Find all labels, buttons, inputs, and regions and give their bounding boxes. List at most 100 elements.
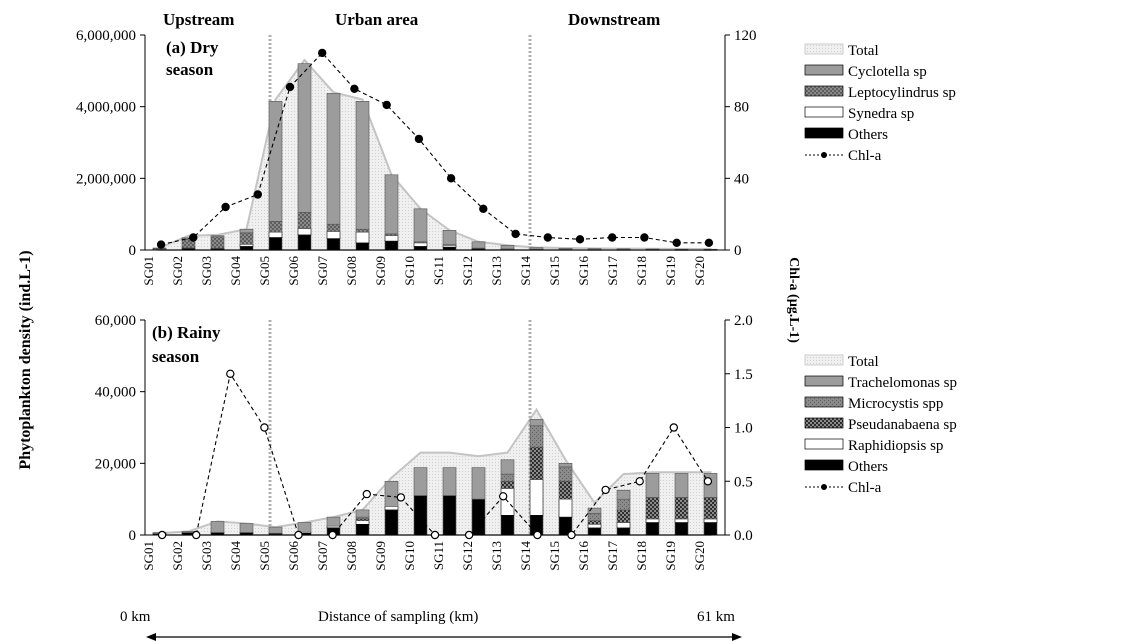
bar-others-sg11 <box>442 495 457 536</box>
bar-cyclotella-sp-sg05 <box>268 101 283 222</box>
bar-leptocylindrus-sp-sg05 <box>268 221 283 233</box>
bar-cyclotella-sp-sg06 <box>297 63 312 213</box>
chl-a-point <box>669 423 679 432</box>
bar-trachelomonas-sp-sg11 <box>442 467 457 496</box>
chl-a-point <box>601 485 610 495</box>
bar-pseudanabaena-sp-sg17 <box>616 509 631 523</box>
bar-cyclotella-sp-sg09 <box>384 174 399 235</box>
bar-pseudanabaena-sp-sg20 <box>703 497 718 520</box>
x-tick-label-sg14: SG14 <box>518 256 533 286</box>
chl-a-point <box>260 423 269 432</box>
x-tick-label-sg19: SG19 <box>663 541 678 571</box>
bar-cyclotella-sp-sg08 <box>355 101 370 230</box>
x-tick-label-sg09: SG09 <box>373 256 388 286</box>
bar-others-sg09 <box>384 509 399 536</box>
y-left-tick-label: 40,000 <box>95 385 136 401</box>
chl-a-point <box>157 530 167 540</box>
chl-a-point <box>703 477 713 486</box>
dry-season-panel: 0 2,000,000 4,000,000 6,000,000 0 40 80 120 SG01… <box>76 28 956 286</box>
legend-swatch <box>804 354 844 366</box>
chl-a-point <box>362 489 371 499</box>
chl-a-point <box>430 530 440 540</box>
legend-item-others: Others <box>804 459 888 475</box>
bar-leptocylindrus-sp-sg07 <box>326 223 341 232</box>
panel-title: (a) Dry <box>166 38 219 57</box>
bar-others-sg07 <box>326 238 341 251</box>
bar-raphidiopsis-sp-sg19 <box>674 518 689 523</box>
x-tick-label-sg18: SG18 <box>634 541 649 571</box>
bar-raphidiopsis-sp-sg14 <box>529 479 544 516</box>
chl-a-point <box>285 82 295 92</box>
bar-raphidiopsis-sp-sg18 <box>645 518 660 523</box>
bar-others-sg19 <box>674 522 689 536</box>
y-right-tick-label: 0 <box>734 243 742 259</box>
legend-swatch <box>804 396 844 408</box>
bar-trachelomonas-sp-sg06 <box>297 522 312 533</box>
distance-start-label: 0 km <box>120 609 151 625</box>
legend-label: Others <box>848 127 888 143</box>
y-left-tick-label: 0 <box>129 528 137 544</box>
chl-a-point <box>446 174 456 183</box>
y-right-tick-label: 1.0 <box>734 421 753 437</box>
x-tick-label-sg18: SG18 <box>634 256 649 286</box>
chl-a-point <box>704 238 714 247</box>
x-tick-label-sg08: SG08 <box>344 256 359 286</box>
x-tick-label-sg05: SG05 <box>257 541 272 571</box>
chl-a-point <box>533 530 542 540</box>
legend-item-total: Total <box>804 354 879 370</box>
bar-pseudanabaena-sp-sg13 <box>500 480 515 489</box>
x-tick-label-sg11: SG11 <box>431 256 446 285</box>
y-right-tick-label: 120 <box>734 28 757 44</box>
legend-label: Chl-a <box>848 480 882 496</box>
region-label-urban: Urban area <box>335 10 419 29</box>
y-left-tick-label: 6,000,000 <box>76 28 136 44</box>
chl-a-point <box>221 202 230 212</box>
legend-label: Pseudanabaena sp <box>848 417 957 433</box>
y-left-axis-title: Phytoplankton density (ind.L-1) <box>17 250 34 469</box>
bar-pseudanabaena-sp-sg16 <box>587 520 602 525</box>
legend-swatch <box>804 85 844 97</box>
legend-label: Chl-a <box>848 148 882 164</box>
legend-item-pseudanabaena-sp: Pseudanabaena sp <box>804 417 957 433</box>
y-right-tick-label: 40 <box>734 171 749 187</box>
y-right-tick-label: 0.0 <box>734 528 753 544</box>
x-tick-label-sg13: SG13 <box>489 541 504 571</box>
x-tick-label-sg03: SG03 <box>199 541 214 571</box>
bar-cyclotella-sp-sg10 <box>413 208 428 243</box>
legend-label: Microcystis spp <box>848 396 943 412</box>
x-tick-label-sg02: SG02 <box>170 541 185 571</box>
x-tick-label-sg06: SG06 <box>286 541 301 571</box>
bar-cyclotella-sp-sg04 <box>239 228 254 234</box>
bar-synedra-sp-sg08 <box>355 231 370 244</box>
chl-a-point <box>567 530 576 540</box>
chl-a-point <box>543 233 553 242</box>
bar-raphidiopsis-sp-sg15 <box>558 498 573 518</box>
y-left-tick-label: 0 <box>129 243 137 259</box>
bar-cyclotella-sp-sg13 <box>500 245 515 250</box>
bar-trachelomonas-sp-sg20 <box>703 473 718 498</box>
bar-synedra-sp-sg07 <box>326 231 341 239</box>
bar-raphidiopsis-sp-sg08 <box>355 520 370 525</box>
x-tick-label-sg10: SG10 <box>402 541 417 571</box>
legend-swatch <box>804 375 844 387</box>
bar-trachelomonas-sp-sg09 <box>384 480 399 507</box>
bar-others-sg08 <box>355 242 370 251</box>
chl-a-point <box>328 530 337 540</box>
bar-trachelomonas-sp-sg10 <box>413 467 428 496</box>
chl-a-point <box>156 240 166 249</box>
bar-cyclotella-sp-sg15 <box>558 248 573 250</box>
y-right-tick-label: 2.0 <box>734 313 753 329</box>
chl-a-point <box>396 493 406 502</box>
bar-cyclotella-sp-sg07 <box>326 93 341 225</box>
chl-a-point <box>226 369 235 378</box>
legend-item-others: Others <box>804 127 888 143</box>
x-tick-label-sg17: SG17 <box>605 541 620 571</box>
bar-others-sg10 <box>413 495 428 536</box>
bar-synedra-sp-sg05 <box>268 231 283 238</box>
bar-leptocylindrus-sp-sg08 <box>355 228 370 233</box>
distance-end-label: 61 km <box>697 609 735 625</box>
chl-a-point <box>382 100 391 110</box>
x-tick-label-sg01: SG01 <box>141 541 156 571</box>
x-tick-label-sg04: SG04 <box>228 256 243 286</box>
chl-a-point <box>499 492 508 501</box>
